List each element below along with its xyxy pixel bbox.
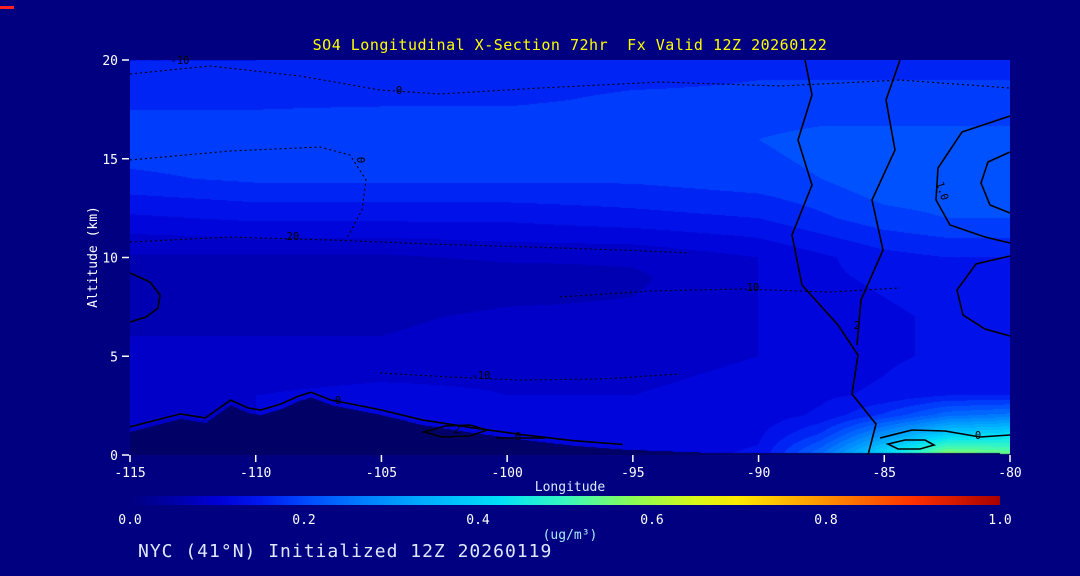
x-tick-label: -105	[366, 466, 397, 481]
x-tick-label: -90	[747, 466, 770, 481]
contour-label: 0	[396, 85, 402, 97]
contour-line	[129, 272, 161, 323]
y-axis-label: Altitude (km)	[86, 206, 101, 308]
x-axis-label: Longitude	[534, 480, 606, 495]
contour-label: 20	[287, 231, 300, 243]
contour-line-dotted	[129, 236, 691, 254]
y-tick-label: 5	[110, 350, 118, 365]
contour-line-dotted	[129, 146, 367, 239]
contour-label: -10	[171, 55, 190, 67]
y-tick-label: 15	[102, 153, 118, 168]
contour-line	[791, 59, 877, 456]
contour-line	[885, 439, 937, 450]
contour-label: 0	[515, 431, 521, 443]
chart-title: SO4 Longitudinal X-Section 72hr Fx Valid…	[312, 36, 828, 54]
x-tick-label: -85	[873, 466, 896, 481]
dotted-contours	[129, 65, 1011, 381]
y-tick-label: 0	[110, 449, 118, 464]
contour-label: -10	[472, 370, 491, 382]
contour-line-dotted	[129, 65, 1011, 95]
contour-line-dotted	[559, 287, 901, 298]
top-left-red-mark	[0, 6, 14, 9]
contour-label: 0	[975, 430, 981, 442]
contour-line	[956, 255, 1011, 337]
surface-zero-contour	[129, 391, 623, 446]
contour-label: 0	[354, 157, 366, 163]
contour-fill-canvas	[130, 60, 1010, 455]
x-tick-label: -115	[114, 466, 145, 481]
solid-contours	[129, 59, 1011, 456]
contour-line	[935, 115, 1011, 244]
colorbar-tick-label: 1.0	[988, 513, 1011, 528]
colorbar-tick-label: 0.8	[814, 513, 837, 528]
x-tick-label: -100	[491, 466, 522, 481]
contour-line	[856, 59, 901, 346]
colorbar-tick-label: 0.0	[118, 513, 141, 528]
contour-line	[980, 151, 1011, 214]
y-tick-label: 20	[102, 54, 118, 69]
colorbar-units: (ug/m³)	[542, 528, 598, 543]
y-tick-label: 10	[102, 252, 118, 267]
contour-label: 1.0	[933, 180, 950, 202]
contour-label: 2	[454, 424, 460, 436]
x-tick-label: -110	[240, 466, 271, 481]
contour-label: 10	[747, 282, 760, 294]
x-tick-label: -95	[621, 466, 644, 481]
colorbar-tick-label: 0.2	[292, 513, 315, 528]
x-tick-label: -80	[998, 466, 1021, 481]
colorbar	[130, 496, 1000, 505]
colorbar-tick-label: 0.4	[466, 513, 490, 528]
contour-label: 2	[854, 320, 860, 332]
contour-line	[879, 429, 1011, 439]
contour-label: 0	[335, 395, 341, 407]
colorbar-tick-label: 0.6	[640, 513, 663, 528]
contour-line-dotted	[379, 372, 681, 381]
footer-caption: NYC (41°N) Initialized 12Z 20260119	[138, 541, 553, 562]
